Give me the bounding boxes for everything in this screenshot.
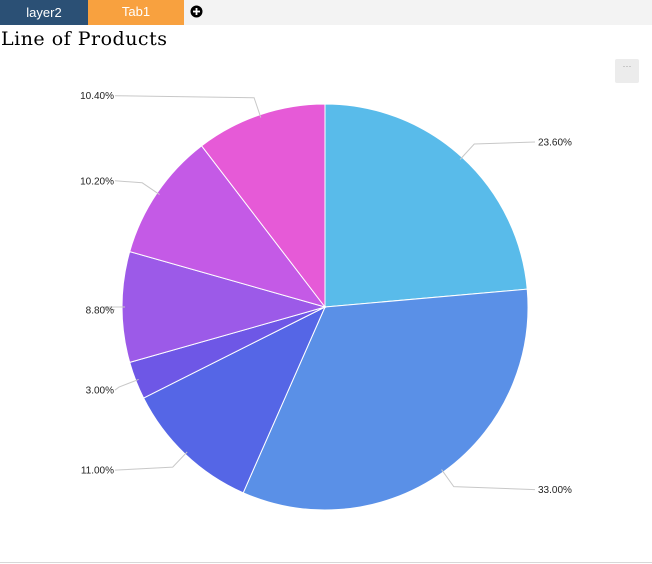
plus-circle-icon[interactable] — [190, 5, 203, 18]
slice-label: 33.00% — [538, 485, 572, 496]
slice-leader-line — [459, 141, 536, 160]
slice-leader-line — [103, 306, 125, 311]
slice-leader-line — [114, 378, 139, 391]
bottom-divider — [0, 562, 652, 563]
slice-leader-line — [114, 451, 188, 471]
chart-menu-button[interactable]: ··· — [615, 59, 639, 83]
slice-label: 10.20% — [80, 176, 114, 187]
slice-leader-line — [114, 180, 160, 195]
tab-bar: layer2 Tab1 — [0, 0, 652, 25]
slice-label: 11.00% — [81, 466, 114, 477]
slice-label: 10.40% — [80, 91, 114, 102]
tab-layer2[interactable]: layer2 — [0, 0, 88, 25]
tab-tab1[interactable]: Tab1 — [88, 0, 184, 25]
chart-title: Line of Products — [1, 28, 168, 50]
slice-label: 8.80% — [86, 306, 114, 317]
more-horizontal-icon: ··· — [622, 61, 632, 71]
slice-label: 23.60% — [538, 138, 572, 149]
slice-label: 3.00% — [86, 386, 114, 397]
slice-leader-line — [114, 95, 262, 118]
slice-leader-line — [441, 469, 536, 491]
pie-slice[interactable] — [324, 103, 528, 308]
